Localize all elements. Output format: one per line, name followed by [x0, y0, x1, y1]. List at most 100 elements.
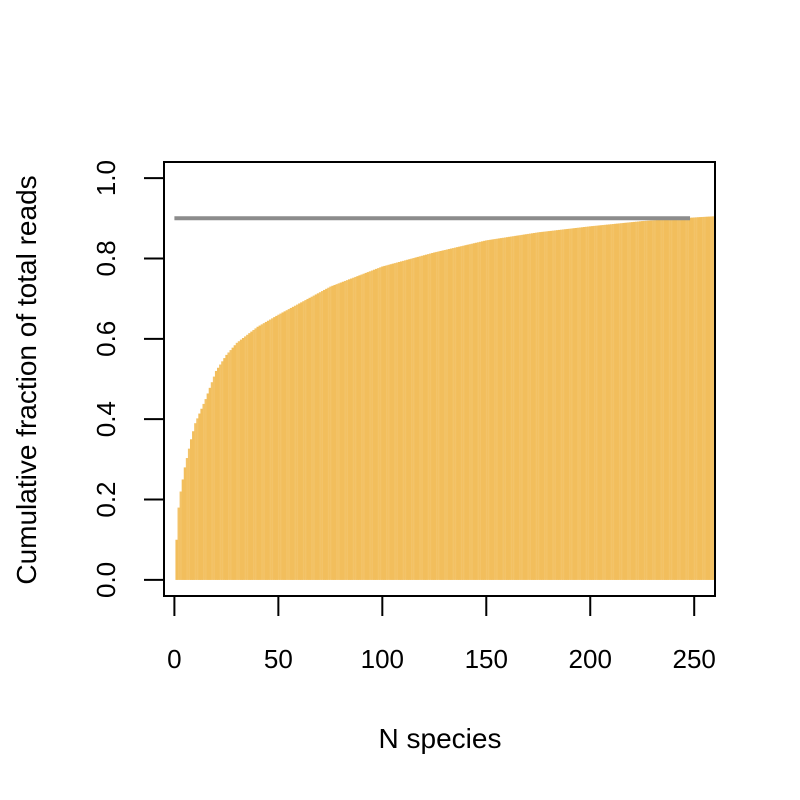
x-tick-label: 200: [569, 644, 612, 674]
bar: [424, 254, 428, 580]
bar: [560, 229, 563, 580]
bar: [275, 315, 278, 580]
bar: [404, 260, 407, 580]
bar: [410, 258, 414, 580]
x-tick-label: 150: [465, 644, 508, 674]
bar: [703, 216, 707, 580]
bar: [545, 231, 549, 580]
x-axis-title: N species: [379, 723, 502, 754]
bar: [431, 252, 434, 580]
bar: [707, 216, 711, 580]
bar: [686, 217, 690, 580]
bar: [616, 223, 619, 580]
bar: [499, 238, 503, 580]
bar: [252, 329, 256, 580]
bar: [547, 231, 551, 580]
bar: [241, 338, 245, 580]
bar: [472, 243, 476, 580]
bar: [595, 225, 599, 580]
bar: [246, 334, 249, 580]
bar: [362, 273, 366, 580]
bar: [562, 229, 565, 580]
bar: [468, 244, 472, 580]
bar: [293, 305, 297, 580]
bar: [441, 250, 445, 580]
bar: [314, 294, 318, 580]
bar: [689, 217, 692, 580]
bar: [676, 218, 680, 580]
bar: [310, 296, 314, 580]
bar: [397, 261, 401, 580]
bar: [285, 310, 289, 580]
bar: [387, 264, 391, 580]
bar: [574, 227, 578, 580]
x-tick-label: 0: [167, 644, 181, 674]
bar: [493, 239, 497, 580]
bar: [578, 227, 582, 580]
bar: [262, 323, 266, 580]
bar: [526, 233, 530, 580]
bar: [269, 319, 272, 580]
bar: [539, 232, 542, 580]
bar: [489, 239, 493, 580]
bar: [610, 224, 613, 580]
bar: [491, 239, 495, 580]
bar: [495, 238, 499, 580]
bar: [447, 249, 451, 580]
bar: [543, 231, 547, 580]
bar: [331, 285, 335, 580]
x-axis: 0 50 100 150 200 250: [167, 595, 716, 674]
bar: [528, 233, 532, 580]
bar: [607, 224, 611, 580]
bar: [566, 228, 570, 580]
bar: [718, 216, 721, 580]
bar: [466, 244, 470, 580]
bar: [370, 270, 374, 580]
y-tick-label: 0.2: [91, 481, 121, 517]
bar: [316, 293, 320, 580]
bar: [693, 217, 696, 580]
bar: [630, 222, 634, 580]
bar: [358, 275, 362, 580]
bar: [582, 227, 586, 580]
bar: [558, 229, 561, 580]
bar: [695, 217, 698, 580]
bar: [464, 245, 468, 580]
bar: [427, 254, 430, 580]
bar: [555, 230, 559, 580]
bar: [185, 458, 189, 580]
bar: [437, 251, 441, 580]
bar: [345, 280, 349, 580]
bar: [666, 219, 669, 580]
bar: [649, 220, 653, 580]
bar: [514, 235, 518, 580]
y-tick-label: 0.6: [91, 321, 121, 357]
bar: [429, 253, 432, 580]
bar: [503, 237, 507, 580]
bar: [375, 268, 378, 580]
bar: [530, 233, 534, 580]
bar: [605, 224, 609, 580]
y-tick-label: 0.0: [91, 562, 121, 598]
bar: [339, 282, 343, 580]
y-tick-label: 0.4: [91, 401, 121, 437]
bar: [454, 247, 457, 580]
bars-group: [175, 216, 721, 580]
bar: [682, 218, 686, 580]
bar: [570, 228, 574, 580]
bar: [381, 266, 384, 580]
bar: [701, 216, 705, 580]
bar: [456, 247, 459, 580]
x-tick-label: 100: [361, 644, 404, 674]
bar: [603, 224, 607, 580]
bar: [535, 232, 538, 580]
bar: [672, 218, 676, 580]
bar: [320, 291, 324, 580]
bar: [298, 303, 301, 580]
bar: [661, 219, 665, 580]
bar: [705, 216, 709, 580]
bar: [626, 222, 630, 580]
bar: [585, 226, 588, 580]
bar: [655, 220, 659, 580]
